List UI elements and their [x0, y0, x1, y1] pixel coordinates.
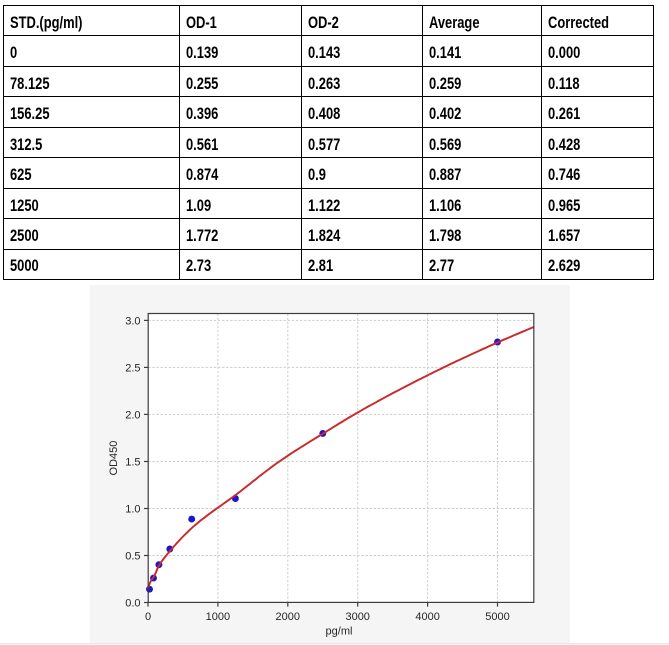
svg-text:1000: 1000 — [206, 611, 230, 623]
svg-text:2000: 2000 — [276, 611, 300, 623]
svg-text:pg/ml: pg/ml — [326, 626, 353, 638]
svg-text:0.5: 0.5 — [125, 551, 140, 563]
svg-text:OD450: OD450 — [108, 441, 120, 476]
svg-text:2.5: 2.5 — [125, 362, 140, 374]
svg-text:1.0: 1.0 — [125, 504, 140, 516]
svg-text:3.0: 3.0 — [125, 315, 140, 327]
svg-text:2.0: 2.0 — [125, 409, 140, 421]
svg-text:4000: 4000 — [415, 611, 439, 623]
svg-text:0: 0 — [145, 611, 151, 623]
svg-text:3000: 3000 — [345, 611, 369, 623]
svg-text:0.0: 0.0 — [125, 598, 140, 610]
svg-text:1.5: 1.5 — [125, 457, 140, 469]
svg-text:5000: 5000 — [485, 611, 509, 623]
